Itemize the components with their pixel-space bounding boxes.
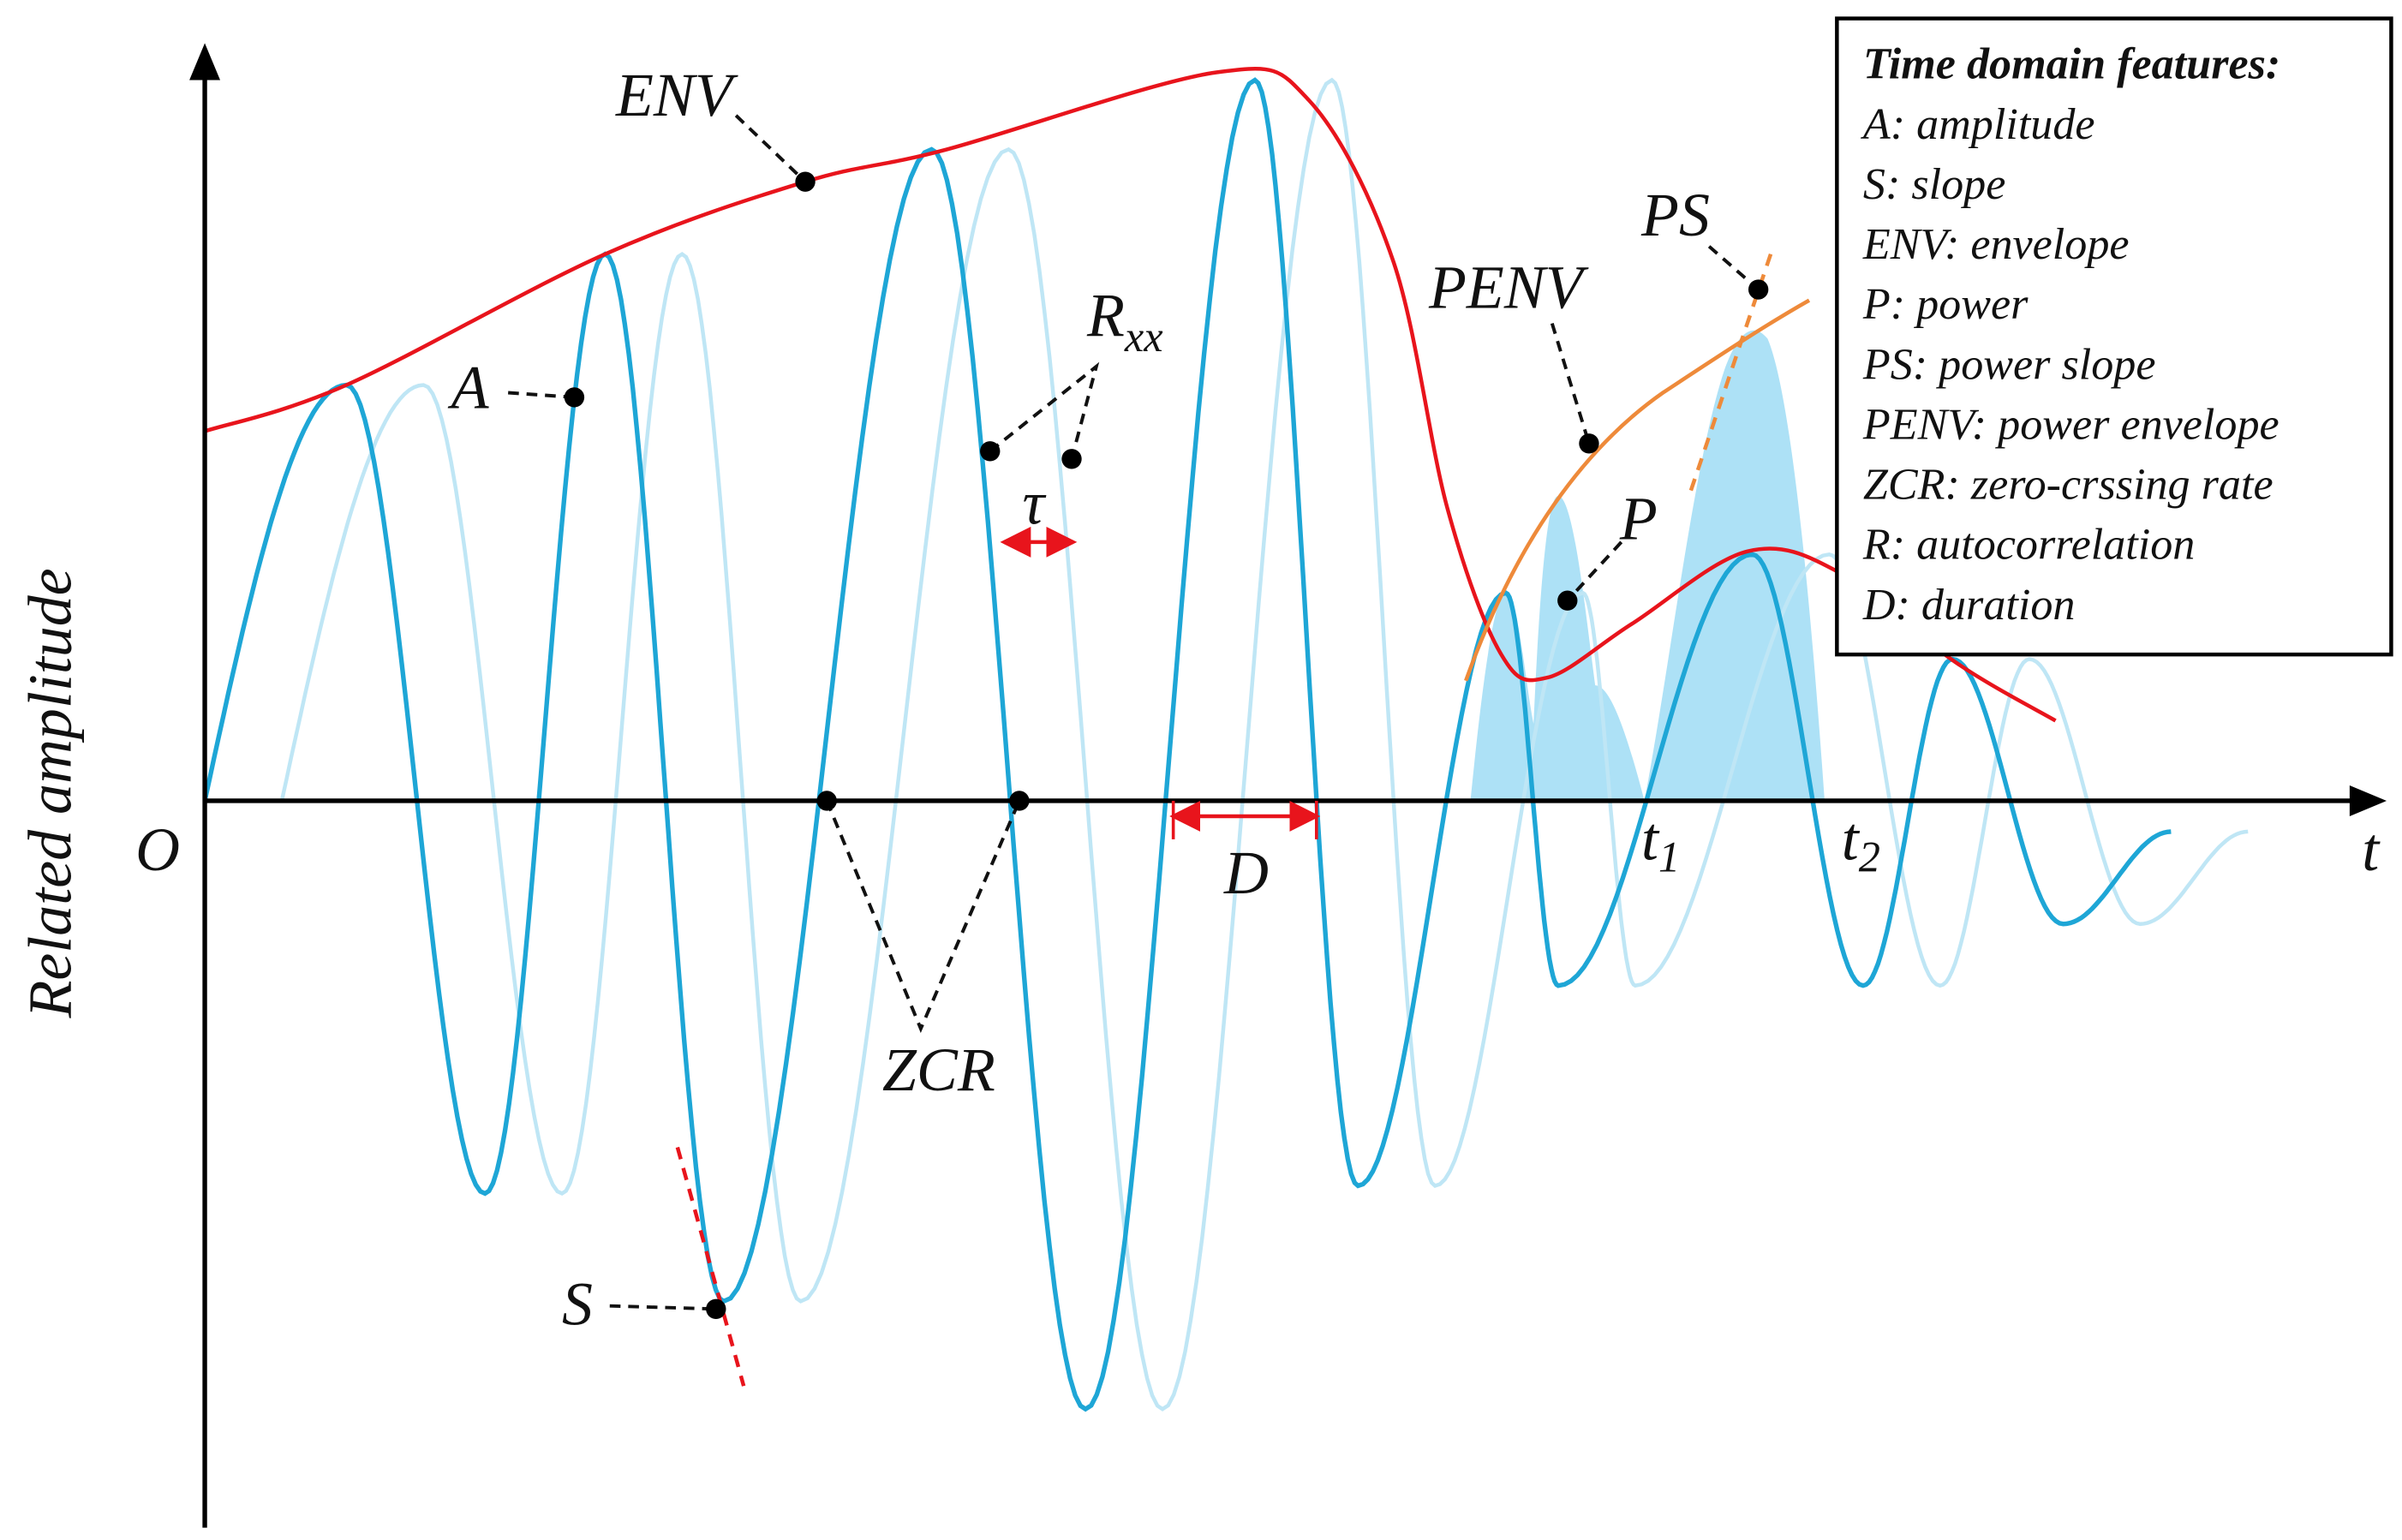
leader bbox=[734, 114, 807, 183]
leaders bbox=[508, 114, 1760, 1311]
point bbox=[816, 791, 837, 811]
label: t bbox=[2362, 815, 2381, 884]
y-axis-label: Related amplitude bbox=[16, 568, 85, 1018]
label: τ bbox=[1022, 469, 1046, 537]
power-area bbox=[1470, 495, 1645, 801]
label: P bbox=[1619, 484, 1658, 552]
legend-item: P: power bbox=[1862, 280, 2029, 329]
label: S bbox=[562, 1269, 593, 1338]
label-main: t bbox=[1842, 804, 1861, 873]
point bbox=[1579, 433, 1599, 454]
points bbox=[564, 171, 1769, 1319]
label-sub: xx bbox=[1124, 313, 1163, 361]
label: ZCR bbox=[882, 1036, 995, 1104]
point bbox=[1009, 791, 1030, 811]
legend-item: R: autocorrelation bbox=[1862, 521, 2195, 570]
leader bbox=[609, 1304, 716, 1311]
legend-item: ENV: envelope bbox=[1862, 220, 2130, 269]
legend-item: PENV: power envelope bbox=[1862, 400, 2280, 449]
label-sub: 1 bbox=[1658, 833, 1680, 881]
leader bbox=[989, 361, 1100, 460]
legend-title: Time domain features: bbox=[1863, 40, 2280, 89]
leader bbox=[1550, 322, 1591, 445]
power-areas bbox=[1470, 330, 1825, 801]
label: ENV bbox=[615, 61, 738, 129]
label: A bbox=[448, 353, 490, 421]
shifted-wave bbox=[279, 77, 2249, 1412]
label: t2 bbox=[1842, 804, 1880, 880]
legend-item: A: amplitude bbox=[1861, 100, 2095, 149]
leader bbox=[1566, 540, 1623, 602]
label: O bbox=[135, 815, 180, 884]
point bbox=[1061, 449, 1082, 469]
point bbox=[980, 441, 1001, 462]
envelope bbox=[204, 67, 2057, 723]
signal-wave bbox=[202, 77, 2172, 1412]
point bbox=[706, 1298, 726, 1319]
legend-item: ZCR: zero-crssing rate bbox=[1863, 461, 2274, 510]
point bbox=[795, 171, 816, 192]
point bbox=[564, 387, 585, 408]
label-sub: 2 bbox=[1859, 833, 1880, 881]
label-main: R bbox=[1086, 281, 1125, 349]
label: Rxx bbox=[1086, 281, 1163, 361]
legend-item: PS: power slope bbox=[1862, 340, 2156, 389]
legend-item: D: duration bbox=[1862, 581, 2076, 630]
legend-item: S: slope bbox=[1863, 160, 2005, 209]
y-arrow bbox=[189, 43, 221, 81]
legend: Time domain features: A: amplitude S: slo… bbox=[1861, 40, 2280, 630]
label: t1 bbox=[1641, 804, 1680, 880]
waves bbox=[202, 67, 2249, 1412]
label-main: t bbox=[1641, 804, 1660, 873]
x-arrow bbox=[2349, 785, 2387, 816]
power-envelope bbox=[1464, 298, 1811, 682]
leader bbox=[825, 800, 1021, 1034]
legend-box bbox=[1835, 16, 2393, 657]
label: PS bbox=[1640, 181, 1710, 249]
point bbox=[1748, 279, 1769, 300]
point bbox=[1557, 590, 1578, 611]
label: D bbox=[1223, 839, 1269, 907]
label: PENV bbox=[1428, 254, 1589, 322]
